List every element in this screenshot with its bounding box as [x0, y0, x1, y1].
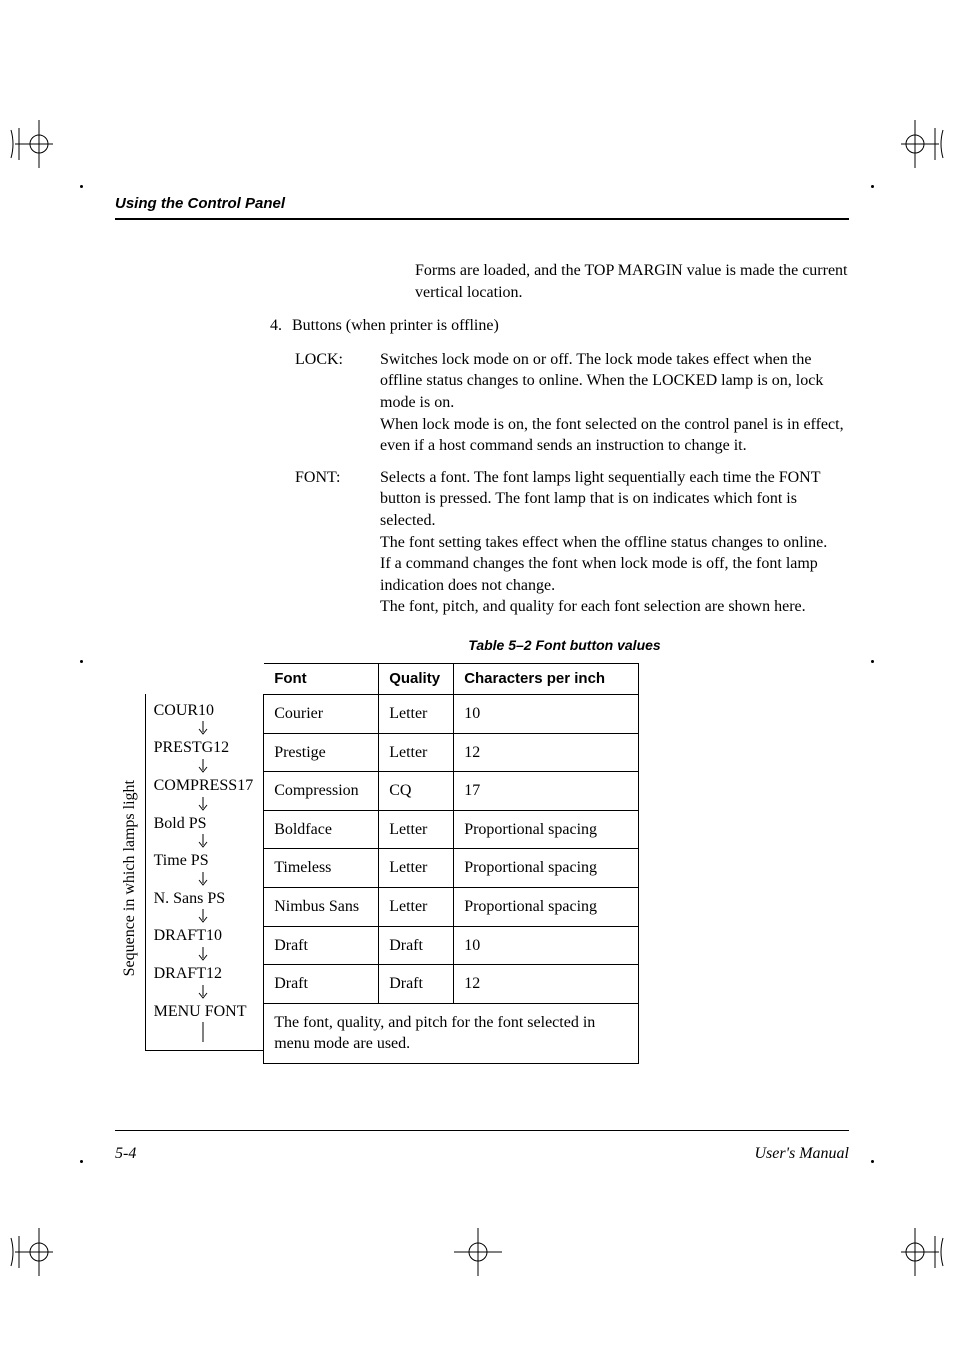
table-row: BoldfaceLetterProportional spacing	[264, 810, 639, 849]
table-row-merged: The font, quality, and pitch for the fon…	[264, 1003, 639, 1063]
table-row: PrestigeLetter12	[264, 733, 639, 772]
table-row: Nimbus SansLetterProportional spacing	[264, 888, 639, 927]
col-quality: Quality	[379, 663, 454, 694]
cell-quality: CQ	[379, 772, 454, 811]
reg-mark-bottom-right	[901, 1228, 949, 1276]
table-row: CourierLetter10	[264, 695, 639, 734]
cell-cpi: Proportional spacing	[454, 849, 639, 888]
cell-font: Timeless	[264, 849, 379, 888]
cell-quality: Letter	[379, 695, 454, 734]
cell-quality: Letter	[379, 888, 454, 927]
lock-body: Switches lock mode on or off. The lock m…	[380, 349, 849, 457]
cell-cpi: Proportional spacing	[454, 810, 639, 849]
reg-mark-bottom-center	[454, 1228, 502, 1276]
page-footer: 5-4 User's Manual	[115, 1130, 849, 1163]
list-text: Buttons (when printer is offline)	[292, 315, 499, 337]
table-row: DraftDraft12	[264, 965, 639, 1004]
cell-font: Nimbus Sans	[264, 888, 379, 927]
reg-mark-top-left	[5, 120, 53, 168]
sequence-item: DRAFT12	[154, 947, 254, 985]
sequence-vertical-label: Sequence in which lamps light	[115, 780, 145, 976]
manual-label: User's Manual	[754, 1145, 849, 1163]
cell-font: Prestige	[264, 733, 379, 772]
sequence-item: Time PS	[154, 834, 254, 872]
table-caption: Table 5–2 Font button values	[280, 636, 849, 655]
crop-dot	[871, 660, 874, 663]
font-body: Selects a font. The font lamps light seq…	[380, 467, 849, 618]
lock-label: LOCK:	[295, 349, 380, 457]
crop-dot	[80, 185, 83, 188]
page-header: Using the Control Panel	[115, 195, 849, 220]
page-number: 5-4	[115, 1145, 136, 1163]
cell-quality: Letter	[379, 733, 454, 772]
lock-definition: LOCK: Switches lock mode on or off. The …	[295, 349, 849, 457]
cell-font: Courier	[264, 695, 379, 734]
cell-cpi: 17	[454, 772, 639, 811]
table-row: CompressionCQ17	[264, 772, 639, 811]
sequence-item: DRAFT10	[154, 909, 254, 947]
crop-dot	[871, 1160, 874, 1163]
reg-mark-bottom-left	[5, 1228, 53, 1276]
cell-merged: The font, quality, and pitch for the fon…	[264, 1003, 639, 1063]
cell-cpi: 10	[454, 695, 639, 734]
sequence-item: COMPRESS17	[154, 759, 254, 797]
font-definition: FONT: Selects a font. The font lamps lig…	[295, 467, 849, 618]
sequence-item: N. Sans PS	[154, 872, 254, 910]
col-font: Font	[264, 663, 379, 694]
font-label: FONT:	[295, 467, 380, 618]
cell-font: Draft	[264, 965, 379, 1004]
reg-mark-top-right	[901, 120, 949, 168]
cell-font: Boldface	[264, 810, 379, 849]
font-table: Font Quality Characters per inch Courier…	[263, 663, 639, 1064]
cell-quality: Letter	[379, 849, 454, 888]
sequence-column: COUR10PRESTG12COMPRESS17Bold PSTime PSN.…	[145, 663, 264, 1051]
cell-quality: Letter	[379, 810, 454, 849]
cell-cpi: 12	[454, 965, 639, 1004]
cell-quality: Draft	[379, 965, 454, 1004]
sequence-item: PRESTG12	[154, 721, 254, 759]
cell-quality: Draft	[379, 926, 454, 965]
table-row: TimelessLetterProportional spacing	[264, 849, 639, 888]
cell-font: Draft	[264, 926, 379, 965]
cell-font: Compression	[264, 772, 379, 811]
sequence-item: COUR10	[154, 696, 254, 722]
crop-dot	[80, 1160, 83, 1163]
list-item-4: 4. Buttons (when printer is offline)	[270, 315, 849, 337]
col-cpi: Characters per inch	[454, 663, 639, 694]
cell-cpi: 10	[454, 926, 639, 965]
sequence-item: MENU FONT	[154, 985, 254, 1045]
cell-cpi: Proportional spacing	[454, 888, 639, 927]
forms-loaded-text: Forms are loaded, and the TOP MARGIN val…	[415, 260, 849, 303]
table-row: DraftDraft10	[264, 926, 639, 965]
crop-dot	[871, 185, 874, 188]
list-number: 4.	[270, 315, 292, 337]
cell-cpi: 12	[454, 733, 639, 772]
sequence-item: Bold PS	[154, 797, 254, 835]
crop-dot	[80, 660, 83, 663]
